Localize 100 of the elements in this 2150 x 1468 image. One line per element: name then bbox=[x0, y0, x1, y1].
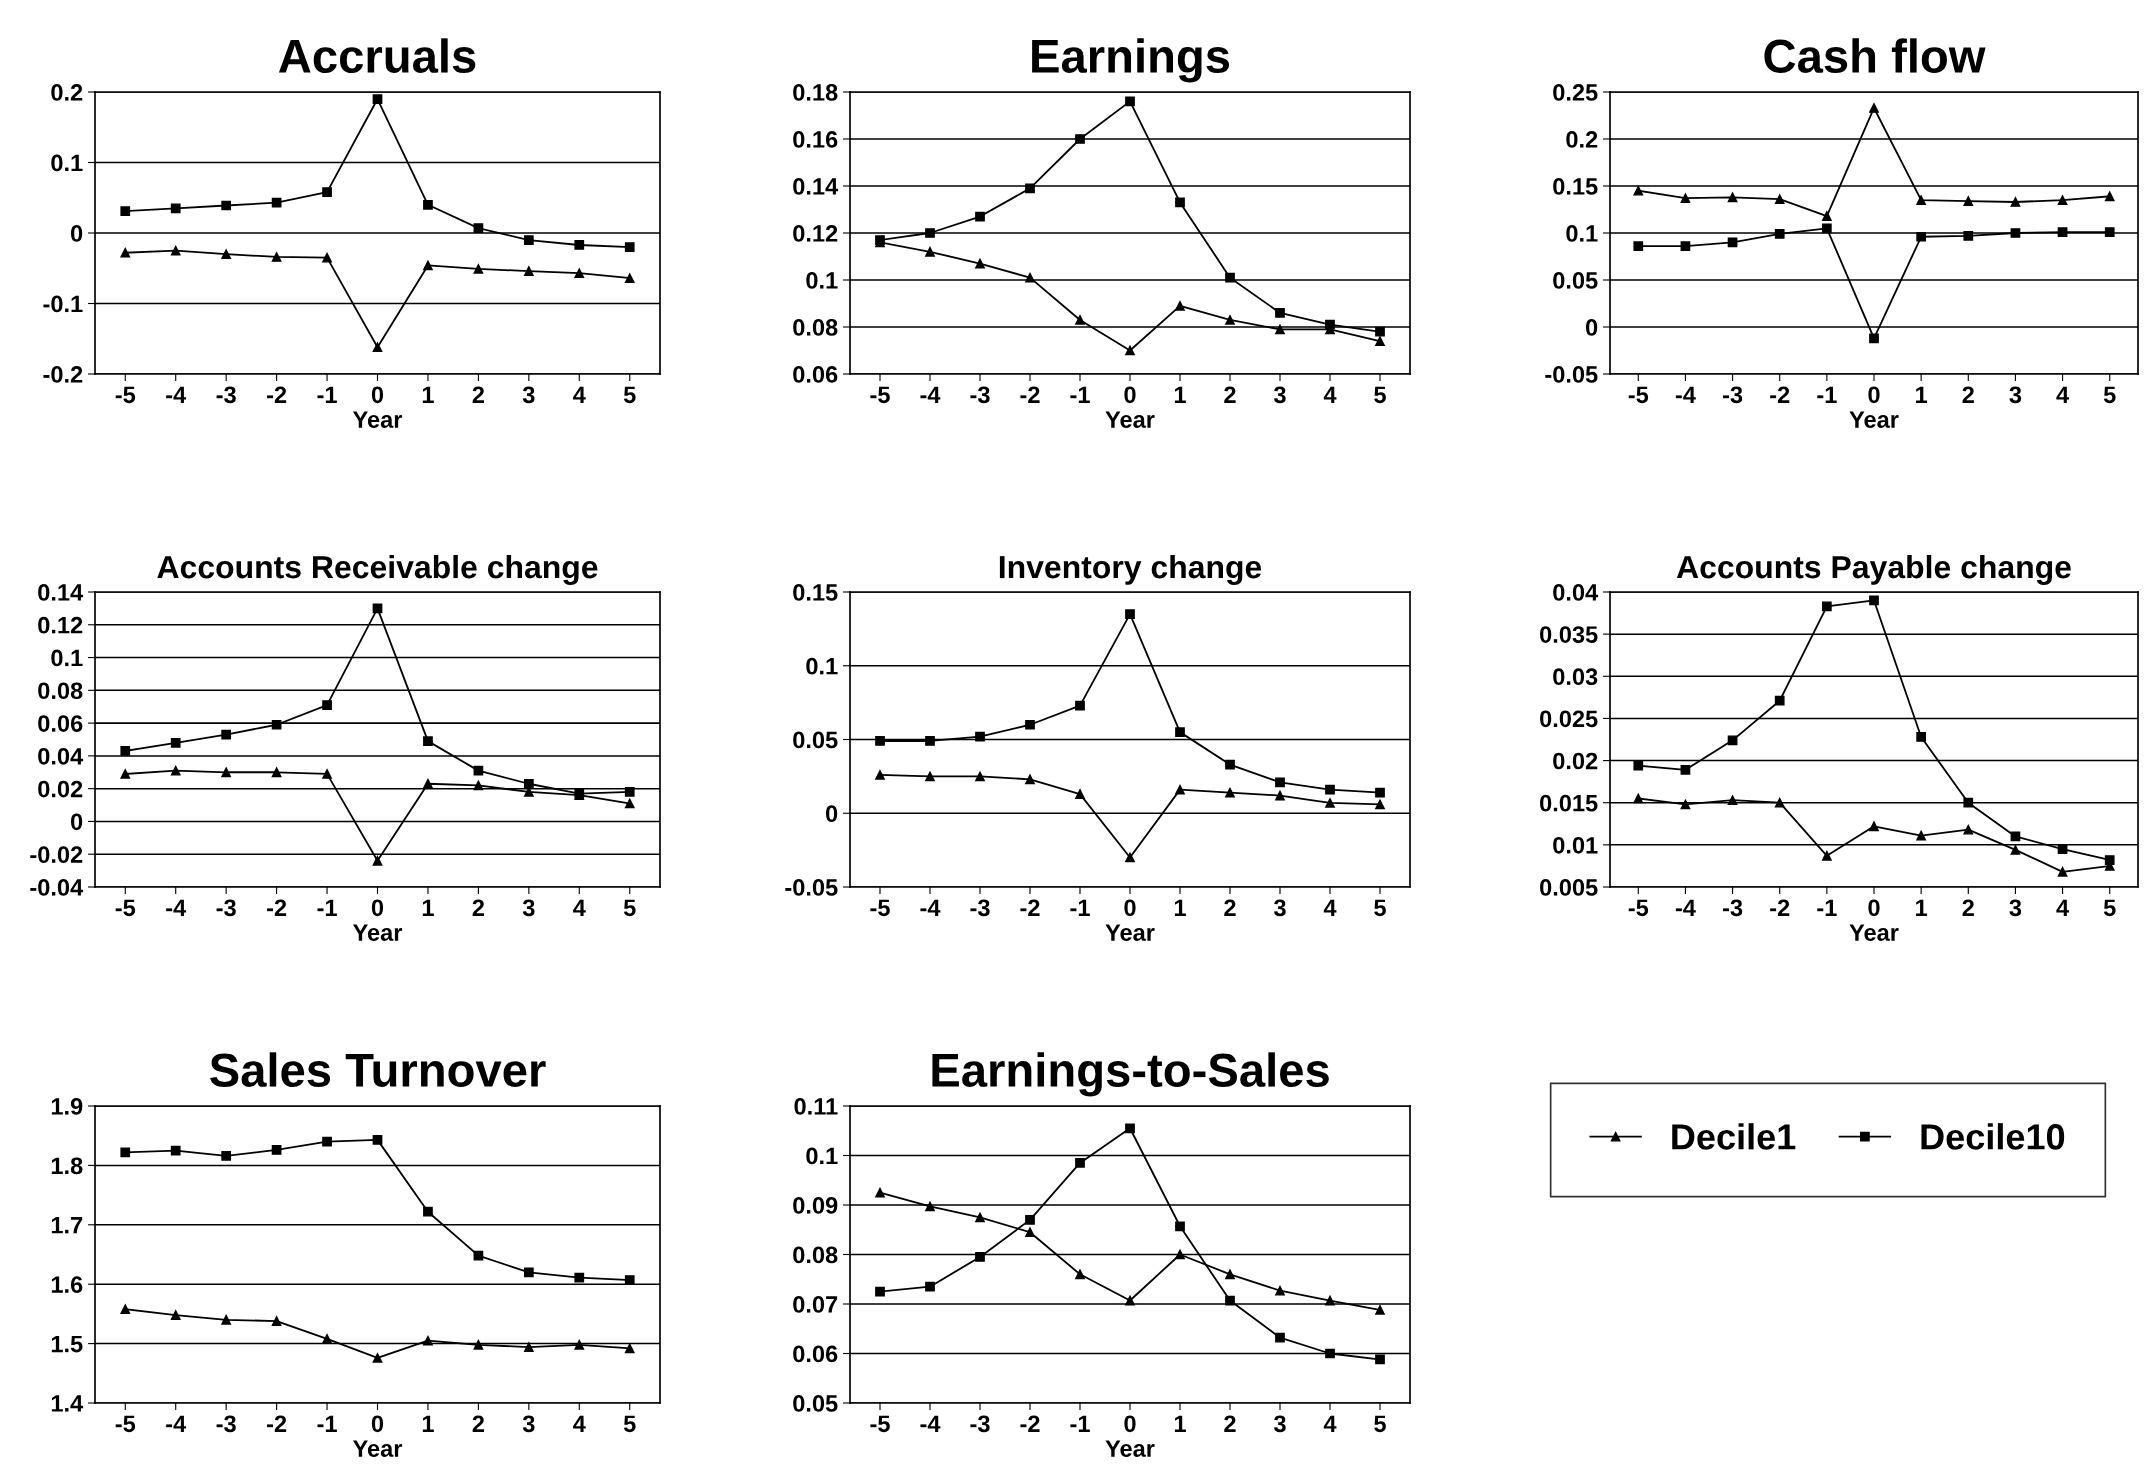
x-tick-label: -4 bbox=[920, 1415, 941, 1432]
x-tick-label: -2 bbox=[1020, 386, 1040, 403]
x-tick-label: 0 bbox=[1868, 386, 1880, 404]
y-tick-label: 1.4 bbox=[51, 1395, 84, 1412]
y-tick-label: 0.06 bbox=[38, 715, 83, 732]
y-tick-label: 0.2 bbox=[51, 84, 83, 101]
chart-title: Accounts Receivable change bbox=[157, 554, 598, 585]
x-tick-label: -5 bbox=[1628, 386, 1649, 404]
x-tick-label: -3 bbox=[970, 1415, 990, 1433]
x-tick-label: 4 bbox=[573, 386, 586, 403]
y-tick-label: 0.07 bbox=[793, 1296, 838, 1313]
x-tick-label: -3 bbox=[1723, 386, 1743, 404]
y-tick-label: 0.15 bbox=[1553, 178, 1598, 195]
x-tick-label: -2 bbox=[1770, 899, 1790, 916]
x-tick-label: -2 bbox=[267, 386, 287, 403]
y-tick-label: 0.01 bbox=[1553, 836, 1598, 854]
chart-title: Accounts Payable change bbox=[1676, 554, 2071, 585]
x-axis-title: Year bbox=[1105, 924, 1155, 941]
legend-label: Decile1 bbox=[1672, 1123, 1796, 1150]
x-tick-label: 3 bbox=[1273, 1415, 1286, 1433]
x-tick-label: 3 bbox=[2009, 899, 2022, 917]
y-tick-label: 1.7 bbox=[51, 1217, 83, 1234]
y-tick-label: 0.15 bbox=[793, 584, 838, 601]
x-tick-label: -1 bbox=[317, 899, 337, 916]
y-tick-label: 0.06 bbox=[793, 366, 838, 383]
x-tick-label: 5 bbox=[623, 1415, 636, 1433]
x-tick-label: -4 bbox=[1675, 386, 1696, 403]
x-tick-label: 0 bbox=[371, 1415, 384, 1433]
chart-title: Sales Turnover bbox=[210, 1052, 546, 1088]
y-tick-label: 0.015 bbox=[1540, 794, 1598, 812]
x-tick-label: -5 bbox=[115, 386, 136, 404]
y-tick-label: 0.08 bbox=[38, 682, 83, 700]
x-tick-label: -4 bbox=[166, 386, 187, 403]
y-tick-label: -0.02 bbox=[30, 846, 83, 864]
x-tick-label: -2 bbox=[1020, 899, 1040, 916]
x-tick-label: 2 bbox=[1224, 1415, 1236, 1432]
x-tick-label: 3 bbox=[522, 386, 535, 404]
x-tick-label: 4 bbox=[573, 1415, 586, 1432]
x-tick-label: -2 bbox=[267, 899, 287, 916]
y-tick-label: -0.05 bbox=[1545, 366, 1598, 383]
x-tick-label: 1 bbox=[1174, 386, 1186, 403]
x-axis-title: Year bbox=[1105, 1440, 1155, 1457]
x-tick-label: 1 bbox=[1916, 386, 1928, 403]
x-tick-label: 2 bbox=[472, 386, 485, 403]
x-tick-label: -3 bbox=[970, 386, 990, 404]
x-tick-label: 0 bbox=[1124, 899, 1136, 917]
x-tick-label: 3 bbox=[2009, 386, 2022, 404]
x-tick-label: -5 bbox=[870, 1415, 890, 1433]
y-tick-label: 0 bbox=[71, 225, 83, 242]
y-tick-label: 0.05 bbox=[793, 1395, 838, 1412]
x-tick-label: 3 bbox=[1273, 899, 1286, 917]
y-tick-label: 0.11 bbox=[794, 1098, 838, 1115]
y-tick-label: 0.12 bbox=[793, 225, 838, 242]
y-tick-label: 0.04 bbox=[38, 747, 84, 765]
x-tick-label: 2 bbox=[1224, 386, 1236, 403]
x-tick-label: 1 bbox=[1174, 899, 1186, 916]
x-tick-label: -2 bbox=[1020, 1415, 1040, 1432]
y-tick-label: 0.05 bbox=[1553, 272, 1598, 289]
y-tick-label: 0.02 bbox=[38, 780, 83, 798]
y-tick-label: 0 bbox=[71, 813, 83, 831]
x-tick-label: 0 bbox=[371, 386, 384, 404]
x-tick-label: 0 bbox=[1868, 899, 1880, 917]
x-axis-title: Year bbox=[352, 411, 403, 428]
x-tick-label: -5 bbox=[115, 1415, 136, 1433]
x-tick-label: 5 bbox=[1374, 386, 1386, 404]
x-tick-label: -1 bbox=[1070, 386, 1090, 403]
y-tick-label: 0.08 bbox=[793, 319, 838, 336]
x-tick-label: 4 bbox=[2056, 386, 2070, 403]
chart-title: Inventory change bbox=[999, 554, 1262, 585]
x-tick-label: 0 bbox=[1124, 386, 1136, 404]
x-tick-label: -4 bbox=[166, 1415, 187, 1432]
chart-title: Accruals bbox=[278, 38, 476, 74]
y-tick-label: 0.25 bbox=[1553, 84, 1598, 101]
x-tick-label: -3 bbox=[1723, 899, 1743, 917]
legend-label: Decile10 bbox=[1921, 1123, 2065, 1150]
y-tick-label: 0.18 bbox=[793, 84, 838, 101]
x-tick-label: 4 bbox=[2056, 899, 2070, 916]
x-tick-label: 1 bbox=[422, 1415, 434, 1432]
x-tick-label: 0 bbox=[1124, 1415, 1136, 1433]
y-tick-label: -0.1 bbox=[43, 295, 83, 313]
x-tick-label: 5 bbox=[2103, 386, 2116, 404]
x-tick-label: -3 bbox=[216, 1415, 236, 1433]
y-tick-label: 1.5 bbox=[51, 1335, 83, 1353]
x-axis-title: Year bbox=[352, 1440, 403, 1457]
y-tick-label: 0.12 bbox=[38, 616, 83, 634]
y-tick-label: 0.025 bbox=[1540, 710, 1598, 728]
x-tick-label: -5 bbox=[1628, 899, 1649, 917]
x-tick-label: 5 bbox=[623, 899, 636, 917]
x-tick-label: -5 bbox=[870, 899, 890, 917]
x-tick-label: 4 bbox=[573, 899, 586, 916]
chart-title: Earnings bbox=[1032, 38, 1230, 83]
y-tick-label: 0.03 bbox=[1553, 668, 1598, 686]
x-axis-title: Year bbox=[1105, 411, 1155, 428]
x-tick-label: 2 bbox=[1224, 899, 1236, 916]
y-tick-label: 0.14 bbox=[38, 584, 84, 601]
x-tick-label: -4 bbox=[920, 386, 941, 403]
x-tick-label: 1 bbox=[422, 386, 434, 403]
x-tick-label: 2 bbox=[1962, 386, 1974, 403]
y-tick-label: 0 bbox=[1586, 319, 1598, 336]
y-tick-label: -0.2 bbox=[43, 366, 83, 383]
